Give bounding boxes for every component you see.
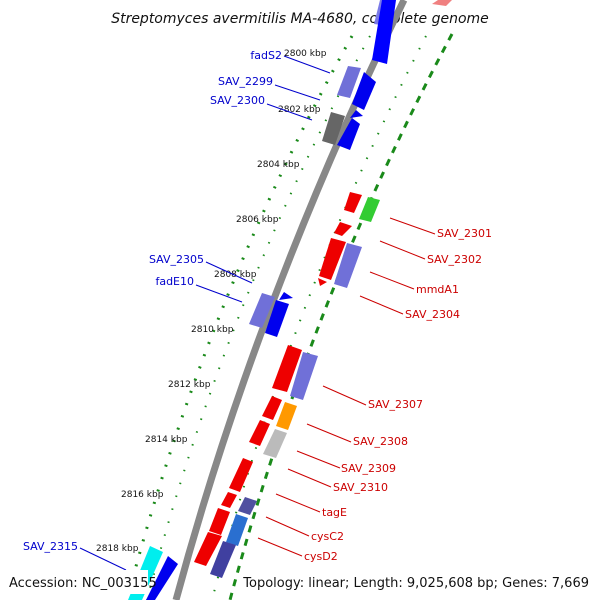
leader-line — [359, 295, 404, 315]
leader-line — [79, 547, 127, 571]
leader-line — [266, 103, 313, 121]
gene-label-SAV-2304[interactable]: SAV_2304 — [405, 308, 460, 321]
gene-SAV-2305[interactable] — [249, 293, 275, 328]
leader-line — [369, 271, 415, 290]
gene-label-mmdA1[interactable]: mmdA1 — [416, 283, 459, 296]
gene-fadS2[interactable] — [337, 66, 361, 98]
gene-label-SAV-2301[interactable]: SAV_2301 — [437, 227, 492, 240]
leader-line — [379, 240, 426, 260]
accession-text: Accession: NC_003155 — [9, 576, 157, 591]
gene-SAV-2301-red[interactable] — [344, 192, 362, 213]
right-gene-labels: SAV_2301 SAV_2302 mmdA1 SAV_2304 SAV_230… — [257, 217, 492, 563]
gene-cysD2-red[interactable] — [194, 532, 222, 566]
gene-SAV-2304[interactable] — [334, 243, 362, 288]
leader-line — [274, 84, 321, 101]
tick-label: 2816 kbp — [121, 490, 164, 500]
gene-SAV-2308-red[interactable] — [262, 396, 282, 420]
leader-line — [283, 55, 331, 74]
genome-summary-text: Topology: linear; Length: 9,025,608 bp; … — [242, 576, 589, 591]
gene-mmdA1-tip[interactable] — [318, 278, 327, 286]
leader-line — [296, 450, 341, 469]
leader-line — [322, 385, 367, 406]
gene-label-tagE[interactable]: tagE — [322, 506, 347, 519]
gene-SAV-2300[interactable] — [322, 112, 345, 145]
leader-line — [257, 537, 303, 557]
leader-line — [306, 423, 352, 443]
gene-SAV-2309[interactable] — [263, 429, 287, 458]
tick-label: 2814 kbp — [145, 435, 188, 445]
gene-SAV-2307[interactable] — [290, 352, 318, 400]
gene-cysC2[interactable] — [226, 514, 248, 546]
footer-right-bg — [266, 570, 600, 594]
gene-label-SAV-2310[interactable]: SAV_2310 — [333, 481, 388, 494]
gene-label-SAV-2300[interactable]: SAV_2300 — [210, 94, 265, 107]
leader-line — [389, 217, 436, 235]
tick-label: 2810 kbp — [191, 325, 234, 335]
map-title: Streptomyces avermitilis MA-4680, comple… — [111, 11, 489, 27]
gene-SAV-2309-red[interactable] — [249, 420, 270, 446]
gene-top-red — [432, 0, 452, 6]
gene-label-SAV-2299[interactable]: SAV_2299 — [218, 75, 273, 88]
dotted-tracks — [125, 33, 454, 600]
gene-label-SAV-2309[interactable]: SAV_2309 — [341, 462, 396, 475]
gene-tagE[interactable] — [238, 497, 257, 515]
gene-label-fadS2[interactable]: fadS2 — [250, 49, 282, 62]
tick-label: 2800 kbp — [284, 49, 327, 59]
left-gene-labels: fadS2 SAV_2299 SAV_2300 SAV_2305 fadE10 … — [23, 49, 331, 571]
gene-label-SAV-2315[interactable]: SAV_2315 — [23, 540, 78, 553]
tick-label: 2804 kbp — [257, 160, 300, 170]
gene-SAV-2302[interactable] — [334, 222, 352, 236]
gene-fadE10[interactable] — [265, 300, 289, 337]
gene-SAV-2308[interactable] — [276, 402, 297, 430]
gene-SAV-2307-red[interactable] — [272, 345, 302, 392]
tick-label: 2802 kbp — [278, 105, 321, 115]
gene-top-blue — [372, 0, 396, 64]
leader-line — [205, 261, 253, 284]
gene-SAV-2299[interactable] — [352, 72, 376, 110]
leader-line — [195, 284, 243, 303]
outer-right-dotted-track — [228, 33, 454, 600]
forward-genes — [128, 0, 396, 600]
gene-label-SAV-2305[interactable]: SAV_2305 — [149, 253, 204, 266]
gene-label-SAV-2302[interactable]: SAV_2302 — [427, 253, 482, 266]
leader-line — [275, 493, 321, 513]
gene-cysC2-red[interactable] — [209, 508, 230, 535]
tick-label: 2818 kbp — [96, 544, 139, 554]
gene-mmdA1[interactable] — [319, 238, 346, 280]
gene-label-fadE10[interactable]: fadE10 — [155, 275, 194, 288]
gene-tagE-red[interactable] — [221, 492, 237, 508]
gene-label-SAV-2307[interactable]: SAV_2307 — [368, 398, 423, 411]
reverse-genes — [194, 0, 452, 578]
leader-line — [287, 468, 332, 488]
gene-fadE10-head[interactable] — [279, 292, 293, 300]
gene-SAV-2300-small[interactable] — [350, 110, 363, 118]
tick-label: 2806 kbp — [236, 215, 279, 225]
tick-label: 2812 kbp — [168, 380, 211, 390]
gene-label-cysD2[interactable]: cysD2 — [304, 550, 338, 563]
gene-SAV-2310[interactable] — [229, 458, 253, 492]
inner-right-dotted-track — [211, 35, 427, 600]
gene-SAV-2315b[interactable] — [146, 556, 178, 600]
gene-label-cysC2[interactable]: cysC2 — [311, 530, 344, 543]
gene-label-SAV-2308[interactable]: SAV_2308 — [353, 435, 408, 448]
footer-left-bg — [0, 570, 148, 594]
gene-SAV-2301[interactable] — [359, 197, 380, 222]
gene-cysD2[interactable] — [210, 541, 236, 578]
leader-line — [265, 516, 310, 537]
gene-SAV-2300b[interactable] — [337, 118, 360, 150]
